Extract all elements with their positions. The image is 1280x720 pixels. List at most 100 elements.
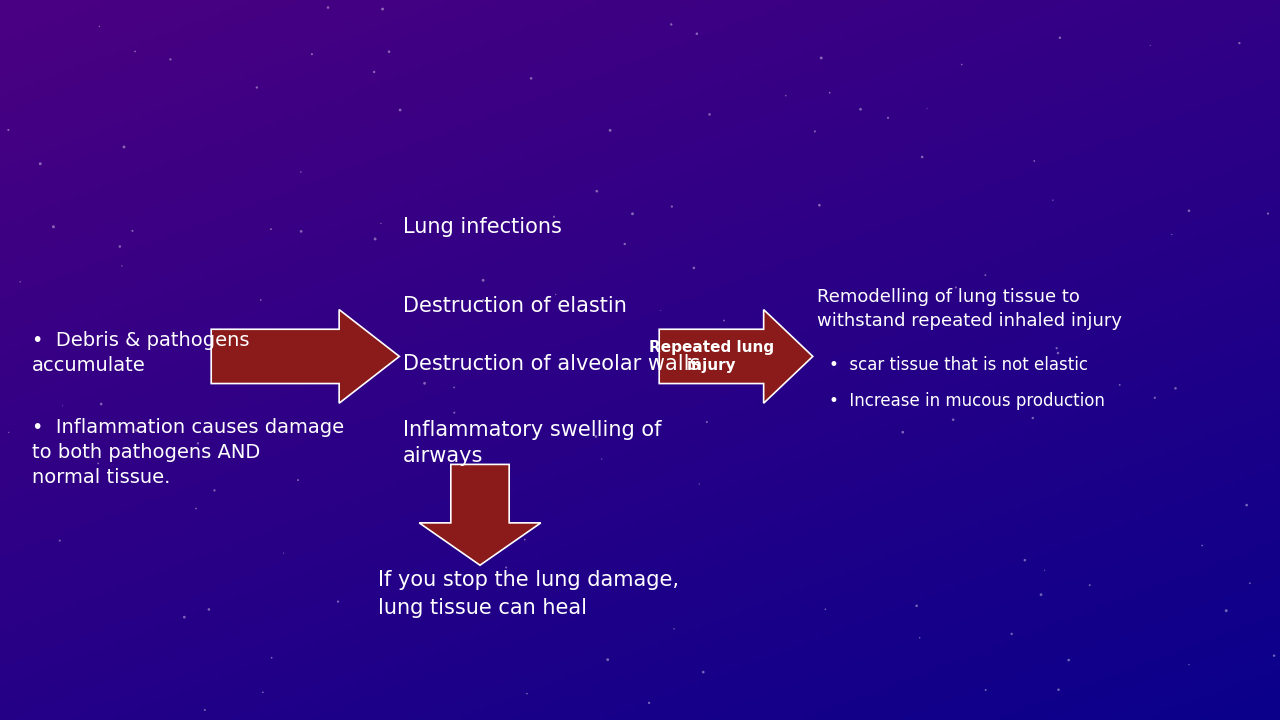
Point [664, 623, 685, 634]
Point [586, 186, 607, 197]
Point [29, 158, 50, 169]
Point [1192, 540, 1212, 552]
Text: •  Inflammation causes damage
to both pathogens AND
normal tissue.: • Inflammation causes damage to both pat… [32, 418, 344, 487]
Point [364, 66, 384, 78]
Text: •  Increase in mucous production: • Increase in mucous production [829, 392, 1106, 410]
Point [1216, 605, 1236, 616]
Point [495, 562, 516, 573]
Polygon shape [659, 310, 813, 403]
Point [1239, 577, 1260, 589]
Point [910, 632, 931, 644]
Point [198, 603, 219, 615]
Point [90, 21, 110, 32]
Point [127, 425, 147, 436]
Point [472, 294, 493, 306]
Point [591, 454, 612, 465]
Text: Destruction of elastin: Destruction of elastin [403, 296, 627, 316]
Point [160, 53, 180, 65]
Point [850, 104, 870, 115]
Point [444, 382, 465, 393]
Point [662, 201, 682, 212]
Point [114, 141, 134, 153]
Point [1258, 208, 1279, 220]
Point [1001, 628, 1021, 639]
Point [812, 53, 832, 64]
Point [714, 315, 735, 326]
Point [302, 48, 323, 60]
Point [261, 652, 282, 664]
Point [1179, 205, 1199, 217]
Point [247, 81, 268, 93]
Point [696, 416, 717, 428]
Point [878, 112, 899, 124]
Point [291, 225, 311, 237]
Point [692, 666, 713, 678]
Point [88, 458, 109, 469]
Point [1079, 580, 1100, 591]
Polygon shape [211, 310, 399, 403]
Text: •  scar tissue that is not elastic: • scar tissue that is not elastic [829, 356, 1088, 374]
Text: Destruction of alveolar walls: Destruction of alveolar walls [403, 354, 700, 374]
Point [684, 262, 704, 274]
Point [291, 166, 311, 178]
Point [50, 535, 70, 546]
Point [586, 431, 607, 442]
Point [251, 294, 271, 306]
Point [328, 596, 348, 608]
Point [622, 208, 643, 220]
Polygon shape [420, 464, 540, 565]
Point [379, 46, 399, 58]
Text: Remodelling of lung tissue to
withstand repeated inhaled injury: Remodelling of lung tissue to withstand … [817, 288, 1121, 330]
Point [777, 358, 797, 369]
Point [1140, 40, 1161, 51]
Point [600, 125, 621, 136]
Point [1023, 413, 1043, 424]
Point [390, 104, 411, 116]
Point [1059, 654, 1079, 666]
Point [515, 534, 535, 546]
Point [317, 1, 338, 13]
Point [946, 282, 966, 293]
Point [689, 478, 709, 490]
Point [1046, 343, 1066, 354]
Point [52, 400, 73, 412]
Point [906, 600, 927, 611]
Point [1229, 37, 1249, 49]
Point [205, 485, 225, 496]
Point [874, 294, 895, 306]
Point [951, 59, 972, 71]
Point [975, 684, 996, 696]
Point [195, 704, 215, 716]
Point [1061, 391, 1082, 402]
Point [274, 547, 294, 559]
Point [1043, 194, 1064, 206]
Point [660, 19, 681, 30]
Point [614, 238, 635, 250]
Point [639, 697, 659, 708]
Point [916, 103, 937, 114]
Point [415, 377, 435, 389]
Point [1165, 382, 1185, 394]
Point [1236, 500, 1257, 511]
Point [444, 407, 465, 418]
Text: Inflammatory swelling of
airways: Inflammatory swelling of airways [403, 420, 662, 466]
Point [186, 503, 206, 514]
Point [371, 217, 392, 229]
Point [815, 603, 836, 615]
Point [288, 474, 308, 486]
Point [314, 354, 334, 366]
Point [0, 427, 19, 438]
Point [776, 90, 796, 102]
Point [819, 87, 840, 99]
Point [1015, 554, 1036, 566]
Point [91, 398, 111, 410]
Point [911, 151, 932, 163]
Text: Repeated lung
injury: Repeated lung injury [649, 340, 774, 373]
Point [521, 73, 541, 84]
Point [125, 45, 146, 57]
Point [1144, 392, 1165, 403]
Point [1048, 347, 1069, 359]
Point [1050, 32, 1070, 43]
Point [1034, 564, 1055, 576]
Point [1263, 650, 1280, 662]
